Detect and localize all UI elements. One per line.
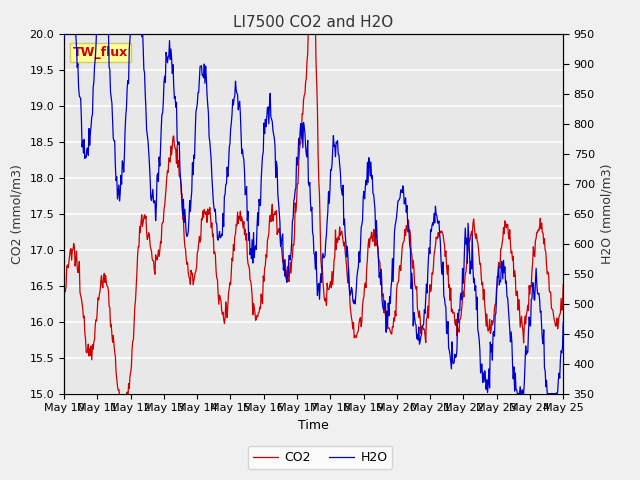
CO2 <box>305 16 313 22</box>
H2O <box>389 279 397 285</box>
CO2 <box>390 315 397 321</box>
Text: TW_flux: TW_flux <box>73 46 128 59</box>
Title: LI7500 CO2 and H2O: LI7500 CO2 and H2O <box>234 15 394 30</box>
CO2 <box>376 259 383 264</box>
H2O <box>513 391 521 396</box>
Line: H2O: H2O <box>64 27 563 394</box>
H2O <box>60 36 68 41</box>
Line: CO2: CO2 <box>64 19 563 408</box>
H2O <box>121 127 129 133</box>
H2O <box>70 24 77 30</box>
X-axis label: Time: Time <box>298 419 329 432</box>
CO2 <box>172 146 180 152</box>
CO2 <box>198 217 206 223</box>
Y-axis label: CO2 (mmol/m3): CO2 (mmol/m3) <box>11 164 24 264</box>
CO2 <box>60 297 68 303</box>
Legend: CO2, H2O: CO2, H2O <box>248 446 392 469</box>
Y-axis label: H2O (mmol/m3): H2O (mmol/m3) <box>600 163 613 264</box>
CO2 <box>121 405 129 411</box>
CO2 <box>120 405 127 411</box>
H2O <box>374 258 382 264</box>
CO2 <box>69 247 77 252</box>
H2O <box>172 104 180 110</box>
H2O <box>559 319 567 325</box>
CO2 <box>559 281 567 287</box>
H2O <box>61 24 68 30</box>
H2O <box>198 72 206 78</box>
